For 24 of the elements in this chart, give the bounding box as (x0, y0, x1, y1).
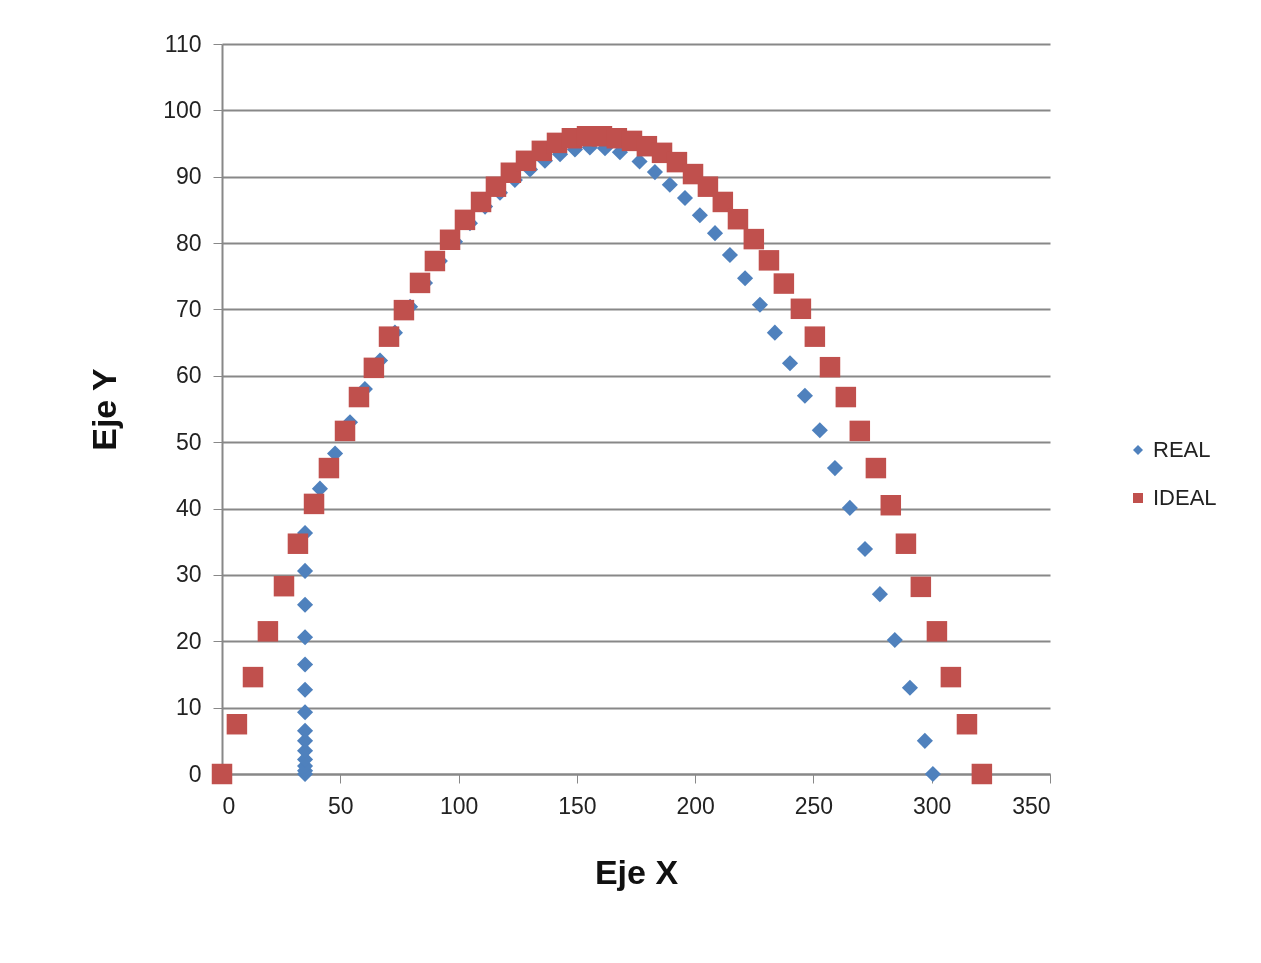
x-tick-label: 150 (558, 792, 597, 819)
x-tick-label: 50 (327, 792, 354, 819)
x-tick-label: 350 (1012, 792, 1051, 819)
y-tick-label: 90 (175, 163, 202, 190)
y-tick-label: 70 (175, 295, 202, 322)
y-tick-label: 20 (175, 627, 202, 654)
y-tick-label: 80 (175, 229, 202, 256)
x-tick-label: 0 (222, 792, 236, 819)
y-tick-label: 10 (175, 694, 202, 721)
legend-label: REAL (1153, 437, 1211, 462)
x-axis-title: Eje X (594, 852, 679, 891)
x-tick-label: 100 (439, 792, 479, 819)
legend-label: IDEAL (1153, 485, 1217, 510)
y-tick-label: 110 (164, 30, 202, 57)
y-tick-label: 100 (163, 96, 202, 123)
y-tick-label: 60 (175, 362, 202, 389)
y-tick-label: 40 (175, 495, 202, 522)
y-tick-label: 50 (175, 428, 202, 455)
y-tick-label: 0 (188, 760, 202, 787)
x-tick-label: 250 (794, 792, 834, 819)
y-axis-title: Eje Y (85, 367, 124, 451)
x-tick-label: 300 (913, 792, 952, 819)
x-tick-label: 200 (676, 792, 715, 819)
y-tick-label: 30 (175, 561, 202, 588)
